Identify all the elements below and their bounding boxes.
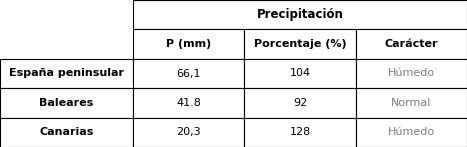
- Text: 41.8: 41.8: [177, 98, 201, 108]
- Text: Baleares: Baleares: [39, 98, 94, 108]
- Bar: [356, 88, 467, 118]
- Bar: [133, 88, 244, 118]
- Bar: [356, 118, 467, 147]
- Bar: [356, 29, 467, 59]
- Bar: [244, 29, 356, 59]
- Text: 104: 104: [290, 69, 311, 78]
- Bar: [133, 0, 467, 29]
- Text: Normal: Normal: [391, 98, 432, 108]
- Bar: [133, 59, 244, 88]
- Text: Húmedo: Húmedo: [388, 69, 435, 78]
- Text: 92: 92: [293, 98, 307, 108]
- Text: Precipitación: Precipitación: [256, 8, 344, 21]
- Bar: [133, 29, 244, 59]
- Bar: [244, 88, 356, 118]
- Bar: [0, 88, 133, 118]
- Text: 128: 128: [290, 127, 311, 137]
- Text: P (mm): P (mm): [166, 39, 212, 49]
- Text: 20,3: 20,3: [177, 127, 201, 137]
- Bar: [0, 118, 133, 147]
- Bar: [356, 59, 467, 88]
- Bar: [0, 59, 133, 88]
- Text: España peninsular: España peninsular: [9, 69, 124, 78]
- Bar: [133, 118, 244, 147]
- Text: Carácter: Carácter: [385, 39, 438, 49]
- Text: 66,1: 66,1: [177, 69, 201, 78]
- Text: Canarias: Canarias: [39, 127, 94, 137]
- Text: Húmedo: Húmedo: [388, 127, 435, 137]
- Bar: [244, 59, 356, 88]
- Text: Porcentaje (%): Porcentaje (%): [254, 39, 347, 49]
- Bar: [244, 118, 356, 147]
